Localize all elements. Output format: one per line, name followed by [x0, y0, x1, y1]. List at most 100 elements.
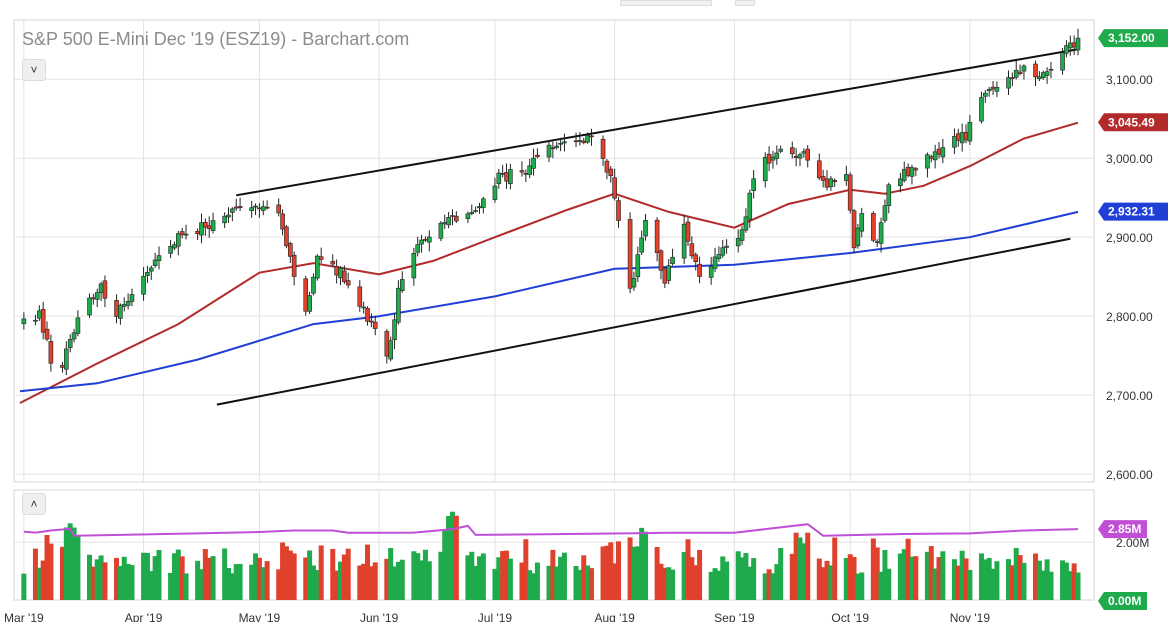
candle	[237, 197, 243, 211]
candle	[774, 145, 780, 165]
candle	[469, 204, 475, 216]
candle	[287, 241, 293, 263]
volume-bar	[144, 552, 150, 600]
candle	[851, 208, 857, 254]
volume-bar	[588, 568, 594, 600]
candle	[979, 91, 984, 124]
volume-bar	[307, 550, 313, 600]
candle-body	[287, 243, 293, 257]
candle	[743, 208, 749, 233]
volume-bar	[280, 542, 286, 600]
volume-bar	[720, 556, 726, 600]
candle-body	[739, 229, 745, 241]
candle-body	[260, 206, 266, 211]
candle-body	[145, 272, 150, 276]
volume-bar	[874, 547, 880, 600]
candle-body	[168, 246, 173, 254]
candle	[585, 132, 590, 144]
volume-bar	[40, 560, 46, 600]
candle-body	[203, 221, 208, 228]
candle	[21, 312, 27, 330]
candle	[1064, 40, 1069, 58]
volume-bar	[778, 547, 784, 600]
candle	[257, 203, 262, 218]
volume-bar	[392, 566, 398, 600]
collapse-volume-pane-button[interactable]: ˄	[22, 493, 46, 515]
candle-body	[357, 286, 363, 307]
candle-body	[504, 172, 509, 182]
candle-body	[828, 178, 834, 188]
grid-lines	[13, 19, 1095, 601]
candle-body	[712, 256, 718, 269]
candle	[330, 254, 336, 267]
candle	[666, 259, 672, 285]
candle-body	[372, 321, 378, 329]
x-tick-label: Jul '19	[478, 611, 513, 622]
candle-body	[1006, 77, 1011, 89]
candle-body	[342, 270, 347, 282]
volume-bar	[681, 551, 687, 600]
volume-bar	[828, 565, 834, 600]
candle	[886, 182, 892, 214]
candle-body	[797, 154, 803, 159]
candle-body	[882, 205, 888, 221]
candle	[481, 196, 486, 214]
candle-body	[345, 280, 351, 286]
collapse-price-pane-button[interactable]: ˅	[22, 59, 46, 81]
volume-bar	[909, 556, 915, 600]
volume-bar	[1005, 559, 1011, 600]
candle-body	[1013, 70, 1019, 78]
volume-bar	[36, 567, 42, 600]
candle-body	[932, 151, 938, 161]
candle	[37, 305, 42, 321]
candle	[260, 200, 266, 216]
candle-body	[311, 276, 316, 294]
volume-bar	[534, 562, 540, 600]
candle-body	[40, 308, 46, 333]
candle-body	[766, 153, 772, 164]
volume-bar	[438, 551, 444, 600]
candle-body	[230, 208, 235, 213]
volume-bar	[561, 552, 567, 600]
volume-bar	[314, 570, 320, 600]
candle	[685, 217, 691, 246]
volume-bar	[141, 552, 147, 600]
volume-bar	[766, 569, 772, 600]
candle-body	[276, 204, 282, 214]
candle-body	[689, 243, 695, 257]
candle-body	[446, 217, 451, 226]
candle	[697, 256, 702, 284]
candle	[554, 141, 560, 150]
candle	[766, 146, 772, 172]
candle	[152, 252, 158, 268]
candle	[114, 294, 119, 324]
candle-body	[438, 222, 444, 239]
candle-body	[940, 147, 946, 158]
candle-body	[871, 213, 876, 241]
last-price-label: 3,152.00	[1098, 29, 1168, 48]
x-tick-label: Jun '19	[360, 611, 399, 622]
x-tick-label: Nov '19	[950, 611, 991, 622]
candle	[94, 288, 100, 308]
volume-bar	[442, 529, 448, 600]
candle-body	[898, 178, 903, 187]
candle	[102, 275, 108, 308]
volume-bar	[334, 570, 340, 600]
top-scroll-handle[interactable]	[620, 0, 712, 6]
candle	[438, 221, 444, 242]
candle	[1071, 35, 1077, 55]
ma100-value-label: 2,932.31	[1098, 202, 1168, 221]
candle	[148, 265, 154, 280]
candle-body	[284, 226, 289, 247]
candle	[824, 170, 830, 191]
candle	[662, 266, 668, 289]
candle-body	[129, 294, 135, 302]
candle-body	[75, 317, 81, 334]
top-scroll-button[interactable]	[735, 0, 755, 6]
volume-bar	[179, 556, 185, 600]
volume-bar	[859, 572, 865, 600]
volume-bar	[21, 573, 27, 600]
candle-body	[388, 340, 393, 360]
volume-bar	[411, 551, 417, 600]
